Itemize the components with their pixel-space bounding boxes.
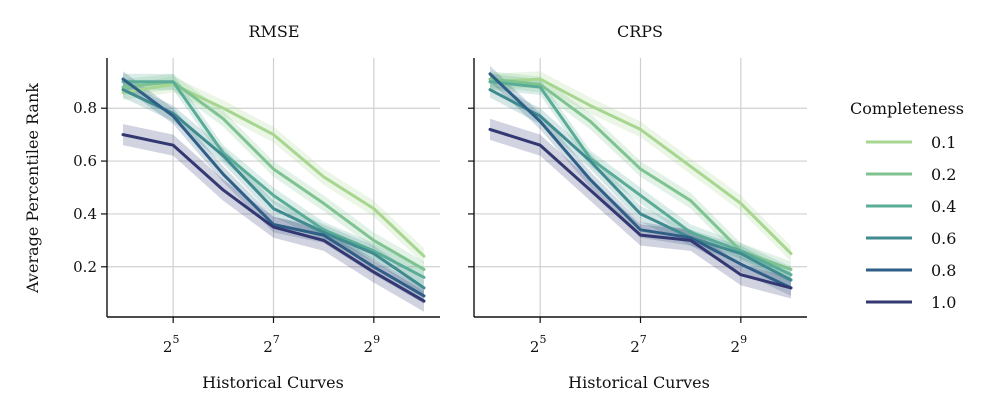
series-line-0-8: [121, 77, 426, 298]
x-axis-label-rmse: Historical Curves: [202, 373, 344, 392]
series-line-0-6: [121, 88, 426, 290]
legend-label-0-2: 0.2: [931, 165, 956, 184]
legend-label-0-4: 0.4: [931, 197, 956, 216]
band-1-0: [123, 124, 424, 312]
x-tick-label: 25: [163, 333, 180, 356]
y-axis-label: Average Percentilee Rank: [23, 83, 42, 294]
x-tick-label: 29: [364, 333, 381, 356]
band-0-4: [123, 73, 424, 286]
series-line-1-0: [121, 133, 426, 303]
legend: Completeness 0.1 0.2 0.4 0.6 0.8 1.0: [850, 99, 964, 312]
band-1-0: [490, 118, 791, 299]
legend-label-0-1: 0.1: [931, 133, 956, 152]
x-tick-label: 29: [731, 333, 748, 356]
y-tick-label: 0.2: [73, 258, 97, 276]
band-0-8: [123, 71, 424, 304]
band-0-4: [490, 73, 791, 283]
y-tick-label: 0.6: [73, 152, 97, 170]
legend-label-0-6: 0.6: [931, 229, 956, 248]
x-tick-label: 25: [530, 333, 547, 356]
x-tick-label: 27: [630, 333, 647, 356]
band-0-2: [123, 73, 424, 278]
y-tick-label: 0.4: [73, 205, 97, 223]
crps-panel-title: CRPS: [617, 22, 663, 41]
series-line-0-6: [488, 88, 793, 282]
rmse-panel-title: RMSE: [248, 22, 299, 41]
series-line-0-1: [488, 77, 793, 256]
x-axis-label-crps: Historical Curves: [568, 373, 710, 392]
series-line-0-4: [121, 80, 426, 279]
rmse-panel: RMSE 0.2 0.4 0.6 0.8 25 27 29: [73, 22, 440, 356]
crps-panel: CRPS 25 27 29: [468, 22, 807, 356]
legend-label-0-8: 0.8: [931, 261, 956, 280]
legend-title: Completeness: [850, 99, 964, 118]
series-line-0-4: [488, 80, 793, 277]
band-0-1: [123, 76, 424, 265]
legend-label-1-0: 1.0: [931, 293, 956, 312]
x-tick-label: 27: [263, 333, 280, 356]
band-0-6: [490, 81, 791, 288]
series-line-0-8: [488, 72, 793, 290]
series-line-1-0: [488, 127, 793, 290]
y-tick-label: 0.8: [73, 99, 97, 117]
